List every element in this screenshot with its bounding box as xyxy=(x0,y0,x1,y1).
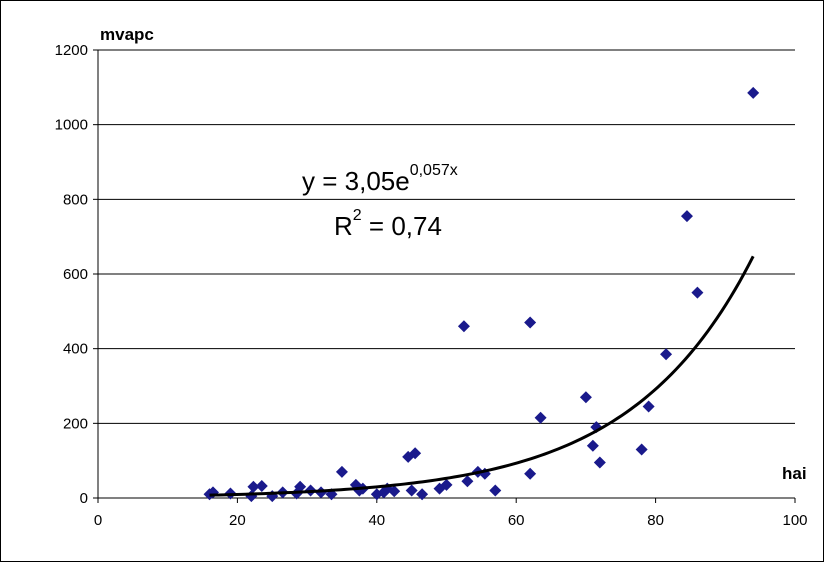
data-point-44 xyxy=(747,86,760,99)
trendline xyxy=(209,255,755,497)
x-tick-label-60: 60 xyxy=(508,512,525,529)
trend-equation: y = 3,05e0,057x xyxy=(302,162,458,196)
data-point-22 xyxy=(409,447,422,460)
gridlines xyxy=(98,49,795,424)
data-point-27 xyxy=(457,320,470,333)
data-point-26 xyxy=(440,478,453,491)
x-tick-label-0: 0 xyxy=(94,512,102,529)
data-point-34 xyxy=(534,411,547,424)
y-tick-label-1200: 1200 xyxy=(55,42,88,59)
data-point-35 xyxy=(579,391,592,404)
data-point-13 xyxy=(335,465,348,478)
y-tick-label-0: 0 xyxy=(80,490,88,507)
y-axis-title: mvapc xyxy=(100,25,154,44)
data-point-5 xyxy=(255,480,268,493)
r-squared-exponent: 2 xyxy=(353,207,362,224)
y-tick-labels: 0 200 400 600 800 1000 1200 xyxy=(55,42,88,507)
data-point-32 xyxy=(524,316,537,329)
data-point-40 xyxy=(642,400,655,413)
x-tick-label-80: 80 xyxy=(647,512,664,529)
y-tick-label-400: 400 xyxy=(63,341,88,358)
axes xyxy=(93,49,796,503)
data-point-39 xyxy=(635,443,648,456)
trend-equation-base: y = 3,05e xyxy=(302,166,410,196)
data-point-38 xyxy=(593,456,606,469)
data-point-42 xyxy=(680,210,693,223)
y-tick-label-800: 800 xyxy=(63,191,88,208)
y-tick-label-1000: 1000 xyxy=(55,117,88,134)
data-point-41 xyxy=(660,348,673,361)
data-point-3 xyxy=(245,490,258,503)
x-tick-label-100: 100 xyxy=(782,512,807,529)
x-axis-title: hai xyxy=(782,464,807,483)
data-point-43 xyxy=(691,286,704,299)
x-tick-labels: 0 20 40 60 80 100 xyxy=(94,512,808,529)
y-tick-label-600: 600 xyxy=(63,266,88,283)
data-point-9 xyxy=(294,480,307,493)
y-tick-label-200: 200 xyxy=(63,415,88,432)
data-point-36 xyxy=(586,439,599,452)
trend-r-squared: R2 = 0,74 xyxy=(334,207,442,241)
data-point-20 xyxy=(388,485,401,498)
trend-equation-exponent: 0,057x xyxy=(410,162,458,179)
data-point-23 xyxy=(405,484,418,497)
data-point-24 xyxy=(416,488,429,501)
data-point-33 xyxy=(524,467,537,480)
r-squared-value: = 0,74 xyxy=(362,211,442,241)
data-point-4 xyxy=(247,480,260,493)
data-point-28 xyxy=(461,475,474,488)
x-tick-label-20: 20 xyxy=(229,512,246,529)
data-point-31 xyxy=(489,484,502,497)
x-tick-label-40: 40 xyxy=(368,512,385,529)
data-points xyxy=(203,86,760,503)
r-squared-base: R xyxy=(334,211,353,241)
